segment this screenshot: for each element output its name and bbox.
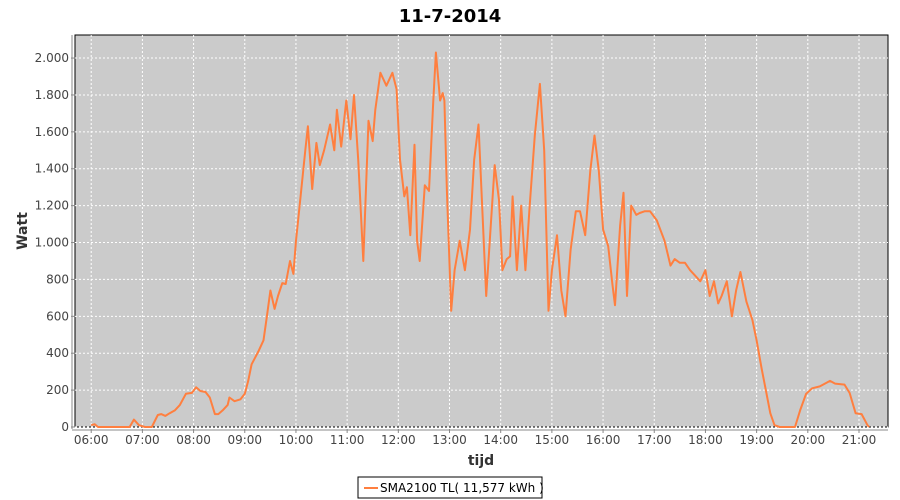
x-tick-label: 15:00 [535,433,570,447]
y-tick-label: 2.000 [35,51,69,65]
y-tick-label: 600 [46,309,69,323]
chart-title: 11-7-2014 [399,6,502,27]
x-tick-label: 14:00 [483,433,518,447]
x-tick-label: 11:00 [330,433,365,447]
y-tick-label: 400 [46,346,69,360]
x-tick-label: 08:00 [176,433,211,447]
series-layer [90,51,870,428]
x-tick-label: 12:00 [381,433,416,447]
plot-area [74,34,889,428]
y-tick-label: 800 [46,272,69,286]
x-tick-label: 07:00 [125,433,160,447]
x-tick-label: 06:00 [74,433,109,447]
x-tick-label: 19:00 [739,433,774,447]
legend: SMA2100 TL( 11,577 kWh ) [357,476,544,499]
x-tick-label: 09:00 [227,433,262,447]
grid [75,35,888,428]
y-tick-label: 1.600 [35,125,69,139]
axes: 0 200 400 600 800 1.000 1.200 1.400 1.600 1.800 2.… [35,35,888,447]
y-axis-label: Watt [15,212,31,250]
x-tick-label: 16:00 [586,433,621,447]
y-tick-label: 1.000 [35,236,69,250]
y-tick-label: 1.400 [35,162,69,176]
x-tick-label: 20:00 [791,433,826,447]
legend-box [357,476,543,499]
y-tick-label: 1.800 [35,88,69,102]
x-axis-label: tijd [468,453,494,469]
y-tick-label: 1.200 [35,199,69,213]
y-tick-label: 0 [61,420,69,434]
x-tick-label: 10:00 [279,433,314,447]
x-tick-label: 17:00 [637,433,672,447]
legend-label: SMA2100 TL( 11,577 kWh ) [380,481,544,495]
x-tick-label: 18:00 [688,433,723,447]
series-line [90,51,870,428]
x-tick-label: 21:00 [842,433,877,447]
y-tick-label: 200 [46,383,69,397]
x-tick-label: 13:00 [432,433,467,447]
